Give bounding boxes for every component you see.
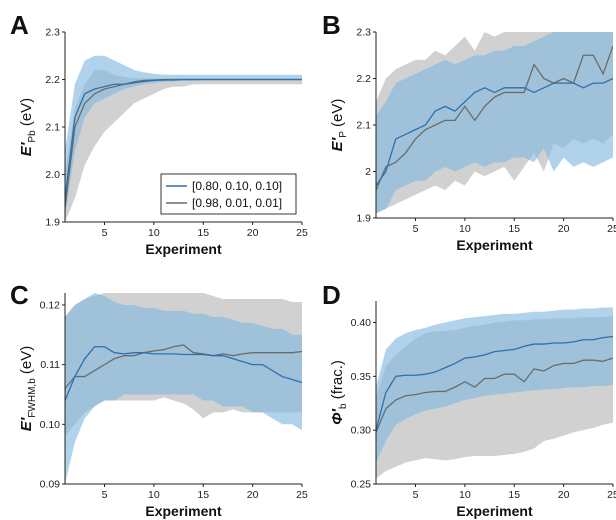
- panel-b-ylabel-symbol: E′: [329, 136, 346, 151]
- panel-d-xtick-label: 15: [508, 489, 520, 501]
- panel-b-band-series-a: [376, 32, 613, 214]
- panel-a-xtick-label: 15: [197, 227, 209, 239]
- panel-d-plot-area: [376, 307, 613, 479]
- panel-d-ytick-label: 0.40: [351, 317, 372, 329]
- panel-a-xtick-label: 5: [102, 227, 108, 239]
- legend-entry-a: [0.80, 0.10, 0.10]: [192, 179, 282, 193]
- panel-c-band-series-a: [65, 293, 302, 484]
- panel-a-ylabel-subscript: Pb: [27, 130, 38, 143]
- panel-c-letter: C: [10, 280, 29, 310]
- panel-c-ylabel: E′FWHM,b (eV): [18, 346, 38, 432]
- panel-b-xtick-label: 20: [558, 223, 570, 235]
- panel-c-line-series-b: [65, 344, 302, 389]
- panel-a-ylabel-unit: (eV): [18, 98, 35, 131]
- panel-b-xtick-label: 25: [607, 223, 616, 235]
- panel-b-plot-area: [376, 32, 613, 214]
- panel-b-xtick-label: 10: [459, 223, 471, 235]
- panel-a-xtick-label: 10: [148, 227, 160, 239]
- panel-a-ytick-label: 2.0: [45, 169, 60, 181]
- panel-b-ytick-label: 2.2: [356, 73, 371, 85]
- panel-c-xtick-label: 15: [197, 489, 209, 501]
- panel-b-ytick-label: 2.1: [356, 120, 371, 132]
- panel-b-xlabel: Experiment: [456, 237, 533, 253]
- panel-b-xtick-label: 5: [413, 223, 419, 235]
- panel-c-ylabel-unit: (eV): [18, 346, 35, 379]
- panel-a-ytick-label: 2.1: [45, 122, 60, 134]
- panel-a-xlabel: Experiment: [145, 241, 222, 257]
- panel-c-xlabel: Experiment: [145, 503, 222, 519]
- panel-d-ylabel: Φ′b (frac.): [329, 360, 349, 425]
- panel-b-ylabel: E′P (eV): [329, 99, 349, 152]
- panel-a-line-series-a: [65, 78, 302, 199]
- panel-d-xtick-label: 25: [607, 489, 616, 501]
- panel-b-ytick-label: 2.3: [356, 27, 371, 39]
- panel-d-ytick-label: 0.30: [351, 425, 372, 437]
- panel-d-xtick-label: 5: [413, 489, 419, 501]
- panel-a-letter: A: [10, 10, 29, 40]
- panel-d-xtick-label: 20: [558, 489, 570, 501]
- panel-a-ytick-label: 2.2: [45, 74, 60, 86]
- panel-d-xlabel: Experiment: [456, 503, 533, 519]
- panel-d-xtick-label: 10: [459, 489, 471, 501]
- panel-d-band-series-a: [376, 307, 613, 463]
- panel-a-xtick-label: 20: [247, 227, 259, 239]
- panel-c-xtick-label: 25: [296, 489, 308, 501]
- panel-a-ytick-label: 2.3: [45, 27, 60, 39]
- panel-d: D 5 10 15 20 25 0.25 0.30 0.35 0.40 Experiment Φ′b …: [322, 280, 616, 519]
- panel-b: B 5 10 15 20 25 1.9 2 2.1 2.2 2.3 Experiment E′P (eV…: [322, 10, 616, 253]
- panel-d-ylabel-subscript: b: [338, 403, 349, 409]
- panel-d-ytick-label: 0.35: [351, 371, 372, 383]
- legend-entry-b: [0.98, 0.01, 0.01]: [192, 196, 282, 210]
- panel-b-line-series-a: [376, 77, 613, 186]
- panel-a-plot-area: [65, 55, 302, 222]
- panel-b-ylabel-subscript: P: [338, 131, 349, 138]
- panel-a-xtick-label: 25: [296, 227, 308, 239]
- panel-c-xtick-label: 20: [247, 489, 259, 501]
- panel-b-letter: B: [322, 10, 341, 40]
- panel-a-ylabel-symbol: E′: [18, 141, 35, 156]
- panel-c-plot-area: [65, 293, 302, 484]
- panel-c-ytick-label: 0.12: [40, 299, 61, 311]
- panel-a-band-series-a: [65, 55, 302, 218]
- panel-b-ylabel-unit: (eV): [329, 99, 346, 132]
- panel-a-ytick-label: 1.9: [45, 217, 60, 229]
- panel-c-ylabel-symbol: E′: [18, 416, 35, 431]
- panel-d-ylabel-symbol: Φ′: [329, 408, 346, 425]
- panel-d-ylabel-unit: (frac.): [329, 360, 346, 403]
- panel-c-line-series-a: [65, 346, 302, 401]
- panel-a-band-series-b: [65, 70, 302, 222]
- panel-c-xtick-label: 5: [102, 489, 108, 501]
- panel-d-line-series-b: [376, 357, 613, 433]
- panel-c-ytick-label: 0.09: [40, 479, 61, 491]
- panel-c: C 5 10 15 20 25 0.09 0.10 0.11 0.12 Experiment E′FW…: [10, 280, 308, 519]
- legend-box: [160, 173, 297, 215]
- panel-d-ytick-label: 0.25: [351, 479, 372, 491]
- panel-d-line-series-a: [376, 335, 613, 431]
- panel-c-xtick-label: 10: [148, 489, 160, 501]
- panel-c-ytick-label: 0.10: [40, 419, 61, 431]
- panel-c-ytick-label: 0.11: [40, 359, 60, 371]
- panel-a: A 5 10 15 20 25 1.9 2.0 2.1 2.2 2.3 Experiment E′Pb …: [10, 10, 308, 257]
- panel-a-ylabel: E′Pb (eV): [18, 98, 38, 156]
- panel-b-ytick-label: 1.9: [356, 213, 371, 225]
- legend: [0.80, 0.10, 0.10] [0.98, 0.01, 0.01]: [160, 173, 297, 215]
- panel-b-xtick-label: 15: [508, 223, 520, 235]
- panel-d-letter: D: [322, 280, 341, 310]
- panel-c-ylabel-subscript: FWHM,b: [27, 378, 38, 418]
- panel-b-ytick-label: 2: [365, 166, 371, 178]
